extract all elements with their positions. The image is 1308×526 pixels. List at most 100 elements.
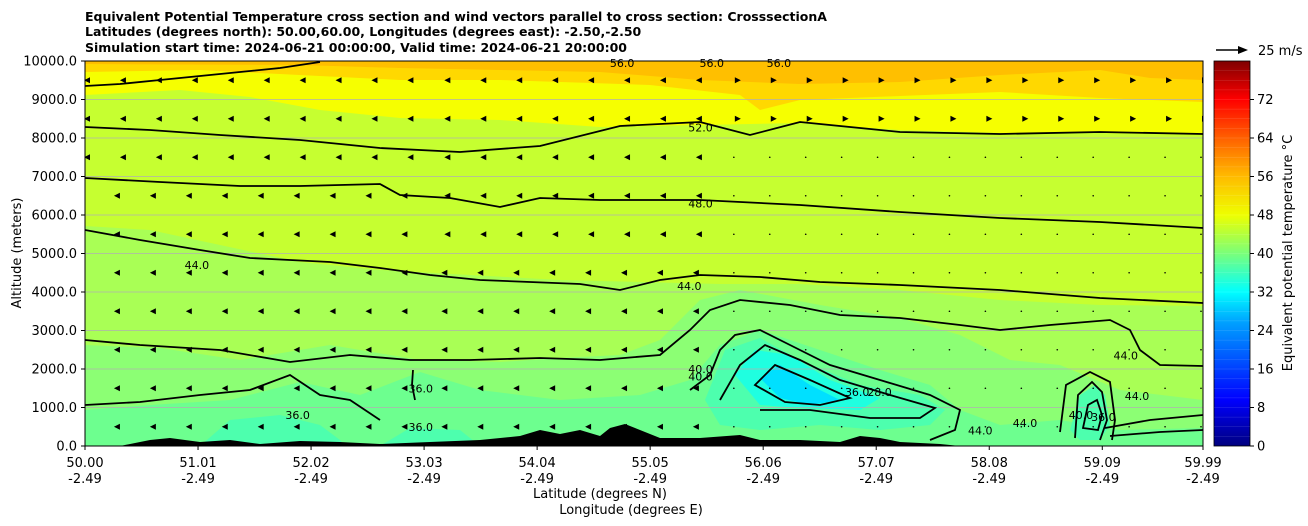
wind-vector <box>733 233 735 236</box>
wind-vector <box>221 423 228 430</box>
wind-vector <box>227 115 234 122</box>
y-tick-label: 0.0 <box>56 440 77 455</box>
wind-vector <box>441 308 448 315</box>
wind-vector <box>804 233 807 236</box>
wind-vector <box>984 233 987 236</box>
wind-vector <box>986 77 993 84</box>
wind-vector <box>221 231 228 238</box>
wind-vector <box>984 194 987 197</box>
wind-vector <box>477 385 484 392</box>
x-tick-lon: -2.49 <box>520 472 554 487</box>
colorbar-tick-label: 72 <box>1257 93 1274 108</box>
wind-vector <box>441 423 448 430</box>
terrain <box>120 424 960 446</box>
wind-vector <box>659 192 666 199</box>
wind-vector <box>984 271 987 274</box>
wind-vector <box>692 269 699 276</box>
wind-vector <box>329 231 336 238</box>
wind-vector <box>1200 387 1202 390</box>
colorbar-tick-label: 0 <box>1257 440 1265 455</box>
wind-vector <box>1092 310 1094 313</box>
wind-vector <box>149 385 156 392</box>
contour-label: 44.0 <box>1125 390 1150 403</box>
x-tick-lat: 51.01 <box>179 456 216 471</box>
wind-vector <box>401 269 408 276</box>
wind-vector <box>257 423 264 430</box>
colorbar-tick-label: 32 <box>1257 286 1274 301</box>
wind-vector <box>912 271 915 274</box>
wind-vector <box>516 192 523 199</box>
wind-vector <box>513 346 520 353</box>
wind-vector <box>149 269 156 276</box>
x-tick-lon: -2.49 <box>746 472 780 487</box>
contour-label: 40.0 <box>688 371 713 384</box>
wind-vector <box>1058 77 1065 84</box>
wind-vector <box>549 269 556 276</box>
wind-vector <box>119 154 126 161</box>
wind-vector <box>878 77 885 84</box>
wind-vector <box>293 385 300 392</box>
wind-vector <box>912 425 915 428</box>
wind-vector <box>1092 194 1094 197</box>
wind-vector <box>365 269 372 276</box>
wind-vector <box>585 423 592 430</box>
wind-vector <box>1020 387 1023 390</box>
wind-vector <box>78 385 84 391</box>
wind-vector <box>329 346 336 353</box>
contour-label: 44.0 <box>1013 417 1038 430</box>
wind-vector <box>1092 425 1094 428</box>
wind-vector <box>1128 271 1130 274</box>
wind-vector <box>441 346 448 353</box>
wind-vector <box>1022 77 1029 84</box>
wind-vector <box>1058 115 1065 122</box>
wind-vector <box>804 194 807 197</box>
wind-vector <box>1092 271 1094 274</box>
wind-vector <box>257 385 264 392</box>
wind-vector <box>1020 194 1023 197</box>
wind-vector <box>513 385 520 392</box>
wind-vector <box>257 192 264 199</box>
wind-vector <box>113 346 120 353</box>
x-tick-lat: 55.05 <box>632 456 669 471</box>
wind-vector <box>1200 271 1202 274</box>
wind-vector <box>155 154 162 161</box>
colorbar-tick-label: 40 <box>1257 247 1274 262</box>
wind-vector <box>840 194 843 197</box>
wind-vector <box>1166 115 1173 122</box>
wind-vector <box>656 308 663 315</box>
wind-vector <box>185 192 192 199</box>
wind-vector <box>1128 348 1130 351</box>
wind-vector <box>585 385 592 392</box>
wind-vector <box>191 77 198 84</box>
wind-vector <box>733 348 735 351</box>
x-tick-lon: -2.49 <box>407 472 441 487</box>
wind-vector <box>876 233 879 236</box>
chart-title-line-2: Latitudes (degrees north): 50.00,60.00, … <box>85 24 642 39</box>
wind-vector <box>624 115 631 122</box>
wind-vector <box>263 115 270 122</box>
wind-vector <box>549 308 556 315</box>
wind-vector <box>1128 387 1130 390</box>
wind-vector <box>257 269 264 276</box>
x-axis-label-2: Longitude (degrees E) <box>559 503 703 518</box>
wind-vector <box>552 77 559 84</box>
wind-vector <box>948 271 951 274</box>
x-tick-lon: -2.49 <box>294 472 328 487</box>
wind-vector <box>733 156 735 159</box>
wind-vector <box>1200 310 1202 313</box>
contour-label: 36.0 <box>408 421 433 434</box>
wind-vector <box>444 77 451 84</box>
wind-vector <box>155 115 162 122</box>
wind-vector <box>113 231 120 238</box>
wind-vector <box>1022 115 1029 122</box>
wind-vector <box>185 423 192 430</box>
contour-label: 44.0 <box>968 425 993 438</box>
wind-vector <box>1094 115 1101 122</box>
y-axis: 0.0 1000.0 2000.0 3000.0 4000.0 5000.0 6000.0 7… <box>23 55 85 455</box>
wind-vector <box>477 346 484 353</box>
wind-vector <box>950 115 957 122</box>
wind-vector <box>1200 156 1202 159</box>
wind-vector <box>78 231 84 237</box>
wind-vector <box>257 231 264 238</box>
y-tick-label: 9000.0 <box>32 93 78 108</box>
